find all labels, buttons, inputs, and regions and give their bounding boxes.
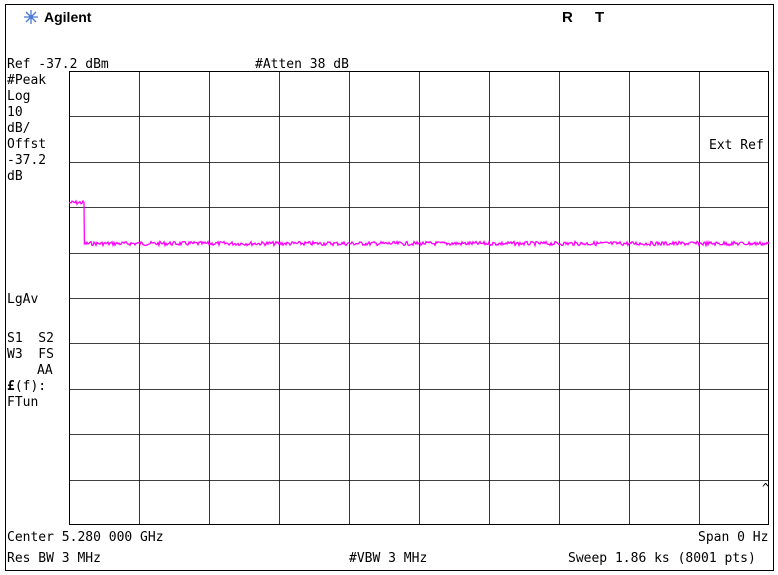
scale-value-label: 10 bbox=[7, 105, 23, 120]
brand-name: Agilent bbox=[44, 9, 92, 25]
scale-unit-label: dB/ bbox=[7, 121, 31, 136]
ftun-label: FTun bbox=[7, 395, 39, 410]
function-suffix: (f): bbox=[14, 379, 47, 394]
offset-unit-label: dB bbox=[7, 169, 23, 184]
graticule-grid bbox=[69, 71, 769, 525]
atten-label: #Atten 38 dB bbox=[255, 57, 349, 72]
ref-level-label: Ref -37.2 dBm bbox=[7, 57, 109, 72]
measurement-trace bbox=[69, 199, 769, 248]
vbw-label: #VBW 3 MHz bbox=[349, 551, 428, 566]
aa-label: AA bbox=[37, 363, 53, 378]
trace-layer bbox=[69, 199, 769, 248]
w3-fs-label: W3 FS bbox=[7, 347, 54, 362]
indicator-r: R bbox=[562, 9, 573, 26]
indicator-t: T bbox=[595, 9, 605, 26]
res-bw-label: Res BW 3 MHz bbox=[7, 551, 101, 566]
span-label: Span 0 Hz bbox=[698, 530, 769, 545]
agilent-logo-icon bbox=[24, 10, 38, 24]
trace-graticule bbox=[69, 71, 769, 525]
center-freq-label: Center 5.280 000 GHz bbox=[7, 530, 164, 545]
function-symbol: £ bbox=[7, 379, 15, 394]
ext-ref-label: Ext Ref bbox=[709, 138, 764, 153]
top-bar: Agilent R T bbox=[6, 5, 773, 31]
caret-marker: ^ bbox=[762, 481, 770, 495]
detector-label: #Peak bbox=[7, 73, 47, 88]
offset-label: Offst bbox=[7, 137, 47, 152]
sweep-label: Sweep 1.86 ks (8001 pts) bbox=[568, 551, 756, 566]
analyzer-screen: Agilent R T Ref -37.2 dBm #Atten 38 dB #… bbox=[5, 4, 774, 571]
graticule-border bbox=[69, 71, 769, 525]
function-label: £(f): bbox=[7, 379, 46, 394]
s1-s2-label: S1 S2 bbox=[7, 331, 54, 346]
offset-value-label: -37.2 bbox=[7, 153, 47, 168]
scale-type-label: Log bbox=[7, 89, 31, 104]
avg-mode-label: LgAv bbox=[7, 292, 39, 307]
